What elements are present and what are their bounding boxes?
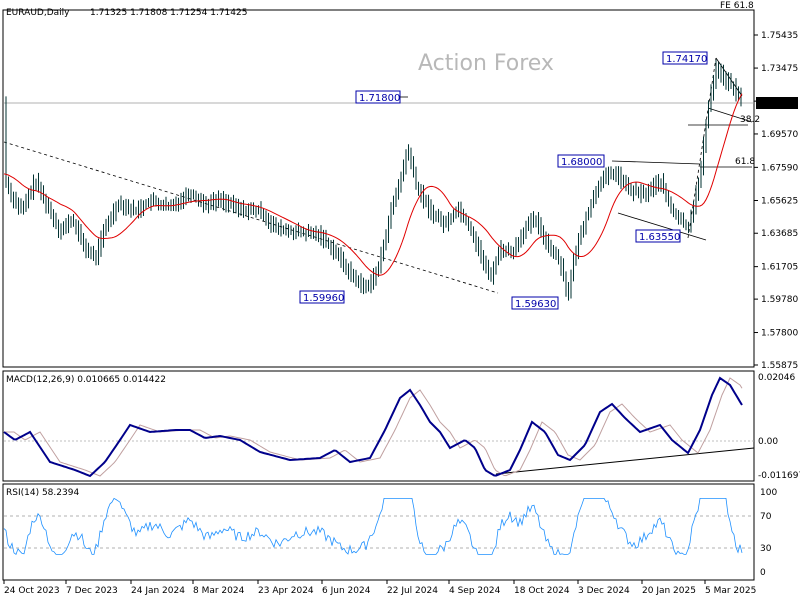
price-tick-label: 1.63685 <box>761 229 798 239</box>
macd-signal-line <box>4 377 743 477</box>
price-tick-label: 1.61705 <box>761 263 798 273</box>
level-1-box <box>557 154 605 168</box>
price-tick-label: 1.75435 <box>761 31 798 41</box>
high-1-label: 1.71800 <box>359 93 400 104</box>
current-price-box <box>756 97 798 109</box>
price-tick-label: 1.67590 <box>761 163 798 173</box>
chart-header-ohlc: 1.71325 1.71808 1.71254 1.71425 <box>90 8 247 18</box>
rsi-tick-label: 0 <box>760 568 766 578</box>
time-tick-label: 22 Jul 2024 <box>387 586 438 596</box>
moving-average <box>3 93 743 276</box>
low-1-box <box>299 290 345 304</box>
rsi-tick-label: 30 <box>760 544 772 554</box>
time-tick-label: 20 Jan 2025 <box>642 586 696 596</box>
fib-382-label: 38.2 <box>740 115 760 125</box>
low-2-label: 1.59630 <box>515 299 556 310</box>
time-tick-label: 8 Mar 2024 <box>193 586 245 596</box>
macd-tick-label: -0.011697 <box>758 471 800 481</box>
high-2-label: 1.74170 <box>666 54 707 65</box>
price-axis: 1.754351.734751.715151.695701.675901.656… <box>754 31 798 371</box>
level-1-label: 1.68000 <box>561 157 602 168</box>
rsi-label: RSI(14) 58.2394 <box>6 488 79 498</box>
fib-618-label: 61.8 <box>735 157 755 167</box>
time-tick-label: 23 Apr 2024 <box>258 586 314 596</box>
macd-tick-label: 0.02046 <box>758 373 795 383</box>
price-tick-label: 1.55875 <box>761 361 798 371</box>
resistance-line <box>611 160 701 165</box>
macd-panel <box>2 370 755 482</box>
current-price-label: 1.71425 <box>760 99 797 109</box>
price-tick-label: 1.73475 <box>761 64 798 74</box>
time-tick-label: 18 Oct 2024 <box>514 586 570 596</box>
rsi-panel <box>2 483 755 581</box>
time-tick-label: 3 Dec 2024 <box>578 586 630 596</box>
chart-header-symbol: EURAUD,Daily <box>6 8 70 18</box>
time-tick-label: 6 Jun 2024 <box>322 586 371 596</box>
macd-line <box>3 376 743 478</box>
rsi-tick-label: 70 <box>760 512 772 522</box>
time-tick-label: 24 Oct 2023 <box>4 586 60 596</box>
low-1-label: 1.59960 <box>303 293 344 304</box>
rsi-series: 100 70 30 0 <box>3 488 777 578</box>
time-axis: 24 Oct 2023 7 Dec 2023 24 Jan 2024 8 Mar 20… <box>3 580 756 596</box>
price-tick-label: 1.65625 <box>761 197 798 207</box>
time-tick-label: 7 Dec 2023 <box>66 586 118 596</box>
rsi-tick-label: 100 <box>760 488 777 498</box>
time-tick-label: 24 Jan 2024 <box>131 586 185 596</box>
price-tick-label: 1.69570 <box>761 130 798 140</box>
low-2-box <box>511 296 559 310</box>
macd-label: MACD(12,26,9) 0.010665 0.014422 <box>6 375 166 385</box>
time-tick-label: 4 Sep 2024 <box>449 586 501 596</box>
rsi-line <box>3 497 743 556</box>
macd-series: 0.02046 0.00 -0.011697 <box>3 373 800 481</box>
low-3-box <box>635 229 681 243</box>
fe-label: FE 61.8 <box>720 1 754 11</box>
watermark: Action Forex <box>418 51 554 76</box>
price-tick-label: 1.59780 <box>761 295 798 305</box>
high-2-box <box>662 51 708 65</box>
wedge-lower-line <box>617 212 707 241</box>
macd-tick-label: 0.00 <box>758 437 778 447</box>
macd-trendline <box>495 447 755 475</box>
time-tick-label: 5 Mar 2025 <box>705 586 756 596</box>
ma-line <box>3 93 743 276</box>
price-bars <box>5 59 742 301</box>
price-annotations: 1.71800 1.74170 1.68000 1.59960 1.59630 1.635… <box>299 51 760 310</box>
channel-lower-line <box>707 107 753 123</box>
downtrend-line <box>3 141 499 294</box>
low-3-label: 1.63550 <box>639 232 680 243</box>
price-tick-label: 1.57800 <box>761 329 798 339</box>
